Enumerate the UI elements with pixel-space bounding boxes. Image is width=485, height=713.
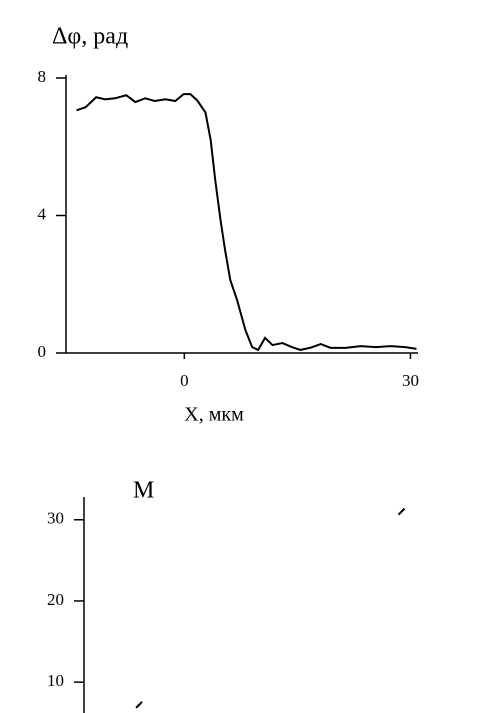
x-axis-label: X, мкм [184, 404, 244, 426]
y-tick-label: 4 [38, 204, 47, 223]
chart-title: Δφ, рад [52, 24, 128, 50]
y-tick-label: 8 [38, 67, 47, 86]
data-point [397, 507, 406, 516]
data-point [135, 701, 143, 709]
y-tick-label: 10 [47, 671, 64, 690]
x-tick-label: 30 [402, 371, 419, 390]
y-tick-label: 0 [38, 342, 47, 361]
y-tick-label: 30 [47, 509, 64, 528]
y-tick-label: 20 [47, 590, 64, 609]
chart-title: M [133, 478, 154, 504]
data-line [76, 93, 417, 352]
x-tick-label: 0 [180, 371, 189, 390]
